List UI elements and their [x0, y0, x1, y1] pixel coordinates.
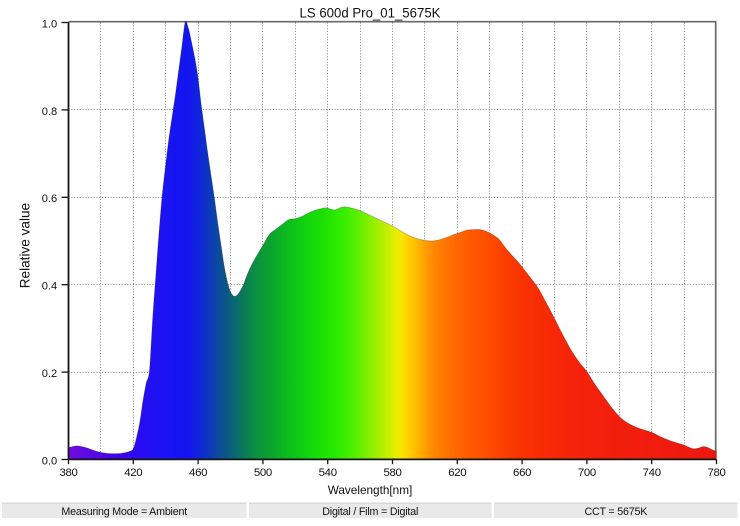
svg-text:740: 740	[643, 467, 661, 479]
svg-text:0.2: 0.2	[42, 368, 57, 380]
svg-text:620: 620	[448, 467, 466, 479]
svg-text:Wavelength[nm]: Wavelength[nm]	[328, 483, 413, 497]
svg-text:420: 420	[124, 467, 142, 479]
svg-text:1.0: 1.0	[42, 18, 57, 30]
svg-text:0.6: 0.6	[42, 193, 57, 205]
svg-text:CCT = 5675K: CCT = 5675K	[584, 506, 648, 518]
svg-text:780: 780	[707, 467, 725, 479]
svg-text:LS 600d Pro_01_5675K: LS 600d Pro_01_5675K	[300, 5, 442, 21]
svg-text:660: 660	[513, 467, 531, 479]
svg-text:Relative value: Relative value	[17, 203, 32, 288]
svg-text:0.0: 0.0	[42, 455, 57, 467]
svg-text:Measuring Mode = Ambient: Measuring Mode = Ambient	[61, 506, 187, 518]
svg-text:380: 380	[59, 467, 77, 479]
svg-text:580: 580	[383, 467, 401, 479]
svg-text:0.4: 0.4	[42, 281, 57, 293]
svg-text:460: 460	[189, 467, 207, 479]
svg-text:500: 500	[254, 467, 272, 479]
svg-text:Digital / Film = Digital: Digital / Film = Digital	[322, 506, 418, 518]
svg-text:700: 700	[578, 467, 596, 479]
svg-text:540: 540	[319, 467, 337, 479]
svg-text:0.8: 0.8	[42, 106, 57, 118]
